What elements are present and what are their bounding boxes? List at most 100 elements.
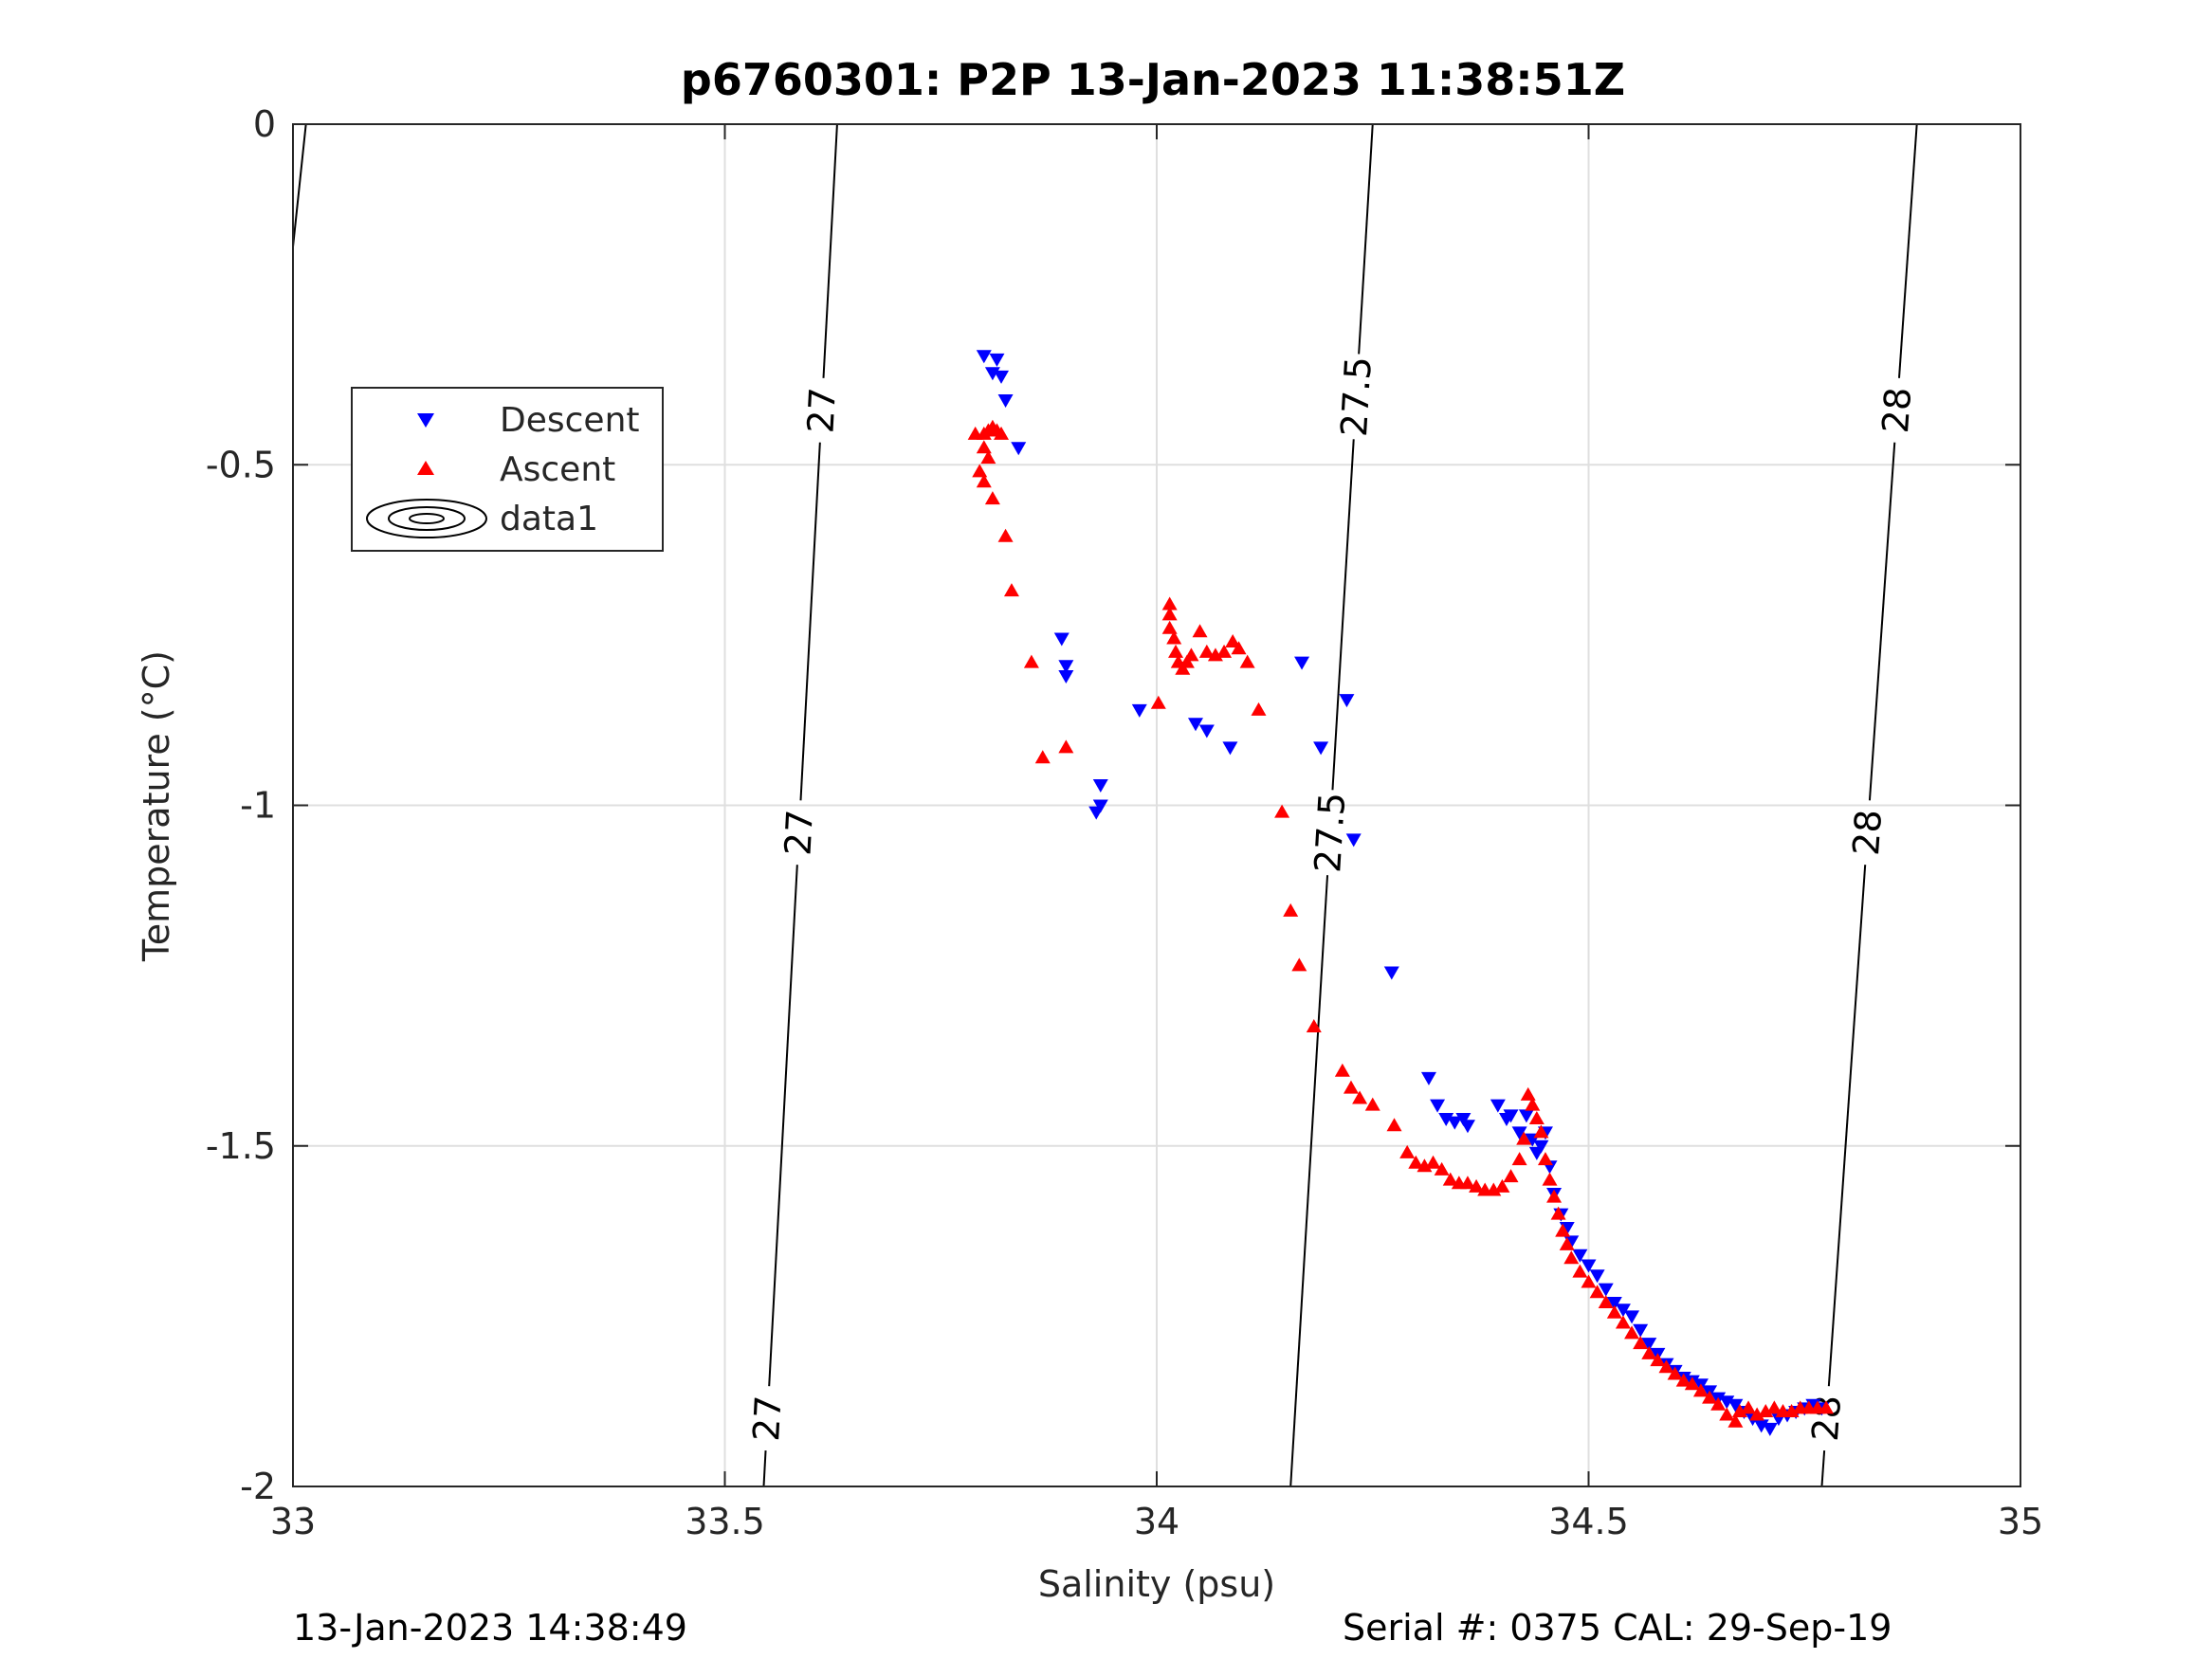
ascent-point: [980, 450, 996, 465]
ascent-point: [1710, 1396, 1727, 1411]
descent-point: [1633, 1323, 1649, 1338]
ascent-point: [1231, 641, 1247, 655]
isopycnal-line-28: [1827, 865, 1867, 1387]
ascent-point: [1598, 1295, 1614, 1309]
ascent-point: [1525, 1097, 1541, 1111]
ascent-point: [1198, 644, 1215, 658]
y-axis-ticks: 0 -0.5 -1 -1.5 -2: [206, 103, 2020, 1507]
descent-point: [1762, 1422, 1778, 1436]
descent-point: [1511, 1126, 1527, 1140]
descent-point: [1092, 799, 1108, 813]
descent-point: [1058, 660, 1074, 674]
ascent-point: [1161, 607, 1178, 621]
descent-point: [1728, 1398, 1744, 1413]
ascent-point: [1749, 1407, 1765, 1421]
isopycnal-line-partial: [292, 123, 307, 247]
descent-point: [1198, 724, 1215, 738]
descent-point: [1447, 1116, 1463, 1130]
ascent-point: [1399, 1144, 1416, 1158]
ascent-point: [1486, 1182, 1502, 1196]
ascent-point: [1494, 1178, 1510, 1193]
legend-ascent-marker: [417, 461, 434, 475]
ascent-point: [1034, 750, 1051, 764]
ascent-point: [1168, 644, 1184, 658]
descent-point: [1533, 1139, 1549, 1154]
ascent-point: [1581, 1274, 1597, 1288]
descent-point: [1615, 1304, 1631, 1318]
ascent-point: [1207, 647, 1223, 662]
ascent-point: [1503, 1169, 1519, 1183]
isopycnal-label: 27: [777, 809, 821, 857]
descent-point: [1589, 1269, 1605, 1284]
descent-point: [1088, 806, 1105, 820]
ascent-point: [1306, 1019, 1322, 1033]
descent-point: [994, 370, 1010, 384]
ascent-point: [1650, 1353, 1666, 1367]
ascent-point: [1283, 902, 1299, 917]
legend: Descent Ascent data1: [351, 387, 664, 552]
ascent-point: [1819, 1400, 1835, 1414]
ascent-point: [1719, 1407, 1735, 1421]
descent-point: [1518, 1109, 1534, 1123]
y-tick-label: -2: [240, 1466, 276, 1507]
descent-point: [1092, 778, 1108, 793]
ascent-point: [1563, 1250, 1580, 1265]
ascent-point: [997, 528, 1014, 542]
y-tick-label: 0: [253, 103, 276, 145]
descent-point: [1383, 966, 1399, 980]
ascent-point: [1550, 1206, 1566, 1220]
ascent-point: [1003, 583, 1019, 597]
grid-lines: [292, 123, 2021, 1487]
descent-point: [1624, 1310, 1640, 1324]
x-tick-label: 34.5: [1548, 1501, 1629, 1542]
ascent-point: [1459, 1176, 1475, 1190]
descent-point: [1053, 632, 1069, 647]
ascent-point: [1417, 1158, 1433, 1173]
legend-descent-marker: [417, 413, 434, 428]
ascent-point: [1216, 644, 1233, 658]
descent-point: [1438, 1113, 1454, 1127]
ascent-point: [1251, 702, 1267, 716]
ascent-point: [1161, 620, 1178, 634]
descent-point: [1503, 1109, 1519, 1123]
isopycnal-label: 28: [1874, 386, 1919, 434]
ascent-point: [1528, 1111, 1545, 1125]
ascent-point: [1783, 1403, 1800, 1417]
descent-point: [1581, 1259, 1597, 1273]
ascent-point: [976, 440, 992, 454]
descent-point: [1459, 1120, 1475, 1134]
legend-box: [351, 387, 664, 552]
ascent-point: [1728, 1413, 1744, 1428]
ascent-point: [1758, 1403, 1774, 1417]
descent-point: [1753, 1419, 1769, 1433]
ascent-point: [1179, 654, 1195, 668]
descent-point: [1572, 1249, 1588, 1263]
descent-point: [1131, 703, 1147, 718]
ascent-point: [1175, 661, 1191, 675]
ascent-point: [1692, 1383, 1709, 1397]
ascent-point: [1334, 1063, 1350, 1077]
ascent-point: [1615, 1315, 1631, 1329]
isopycnal-label: 27: [799, 386, 844, 434]
descent-point: [997, 393, 1014, 408]
descent-point: [1313, 741, 1329, 756]
legend-ascent-label: Ascent: [500, 450, 615, 489]
ascent-point: [1675, 1373, 1691, 1387]
ascent-point: [1161, 596, 1178, 611]
x-axis-ticks: 33 33.5 34 34.5 35: [270, 124, 2043, 1542]
isopycnal-line-27: [762, 1450, 767, 1487]
ascent-point: [1425, 1155, 1441, 1169]
isopycnal-label: 28: [1845, 809, 1890, 857]
ascent-point: [1667, 1366, 1683, 1380]
ascent-point: [1023, 654, 1039, 668]
descent-point: [1598, 1283, 1614, 1297]
descent-point: [1187, 718, 1203, 732]
descent-point: [1011, 442, 1027, 456]
descent-point: [1058, 669, 1074, 684]
descent-point: [1339, 694, 1355, 708]
ascent-point: [1537, 1152, 1553, 1166]
legend-data1-label: data1: [500, 500, 598, 538]
descent-point: [1606, 1297, 1622, 1311]
ascent-point: [1183, 647, 1199, 662]
ascent-point: [1633, 1336, 1649, 1350]
